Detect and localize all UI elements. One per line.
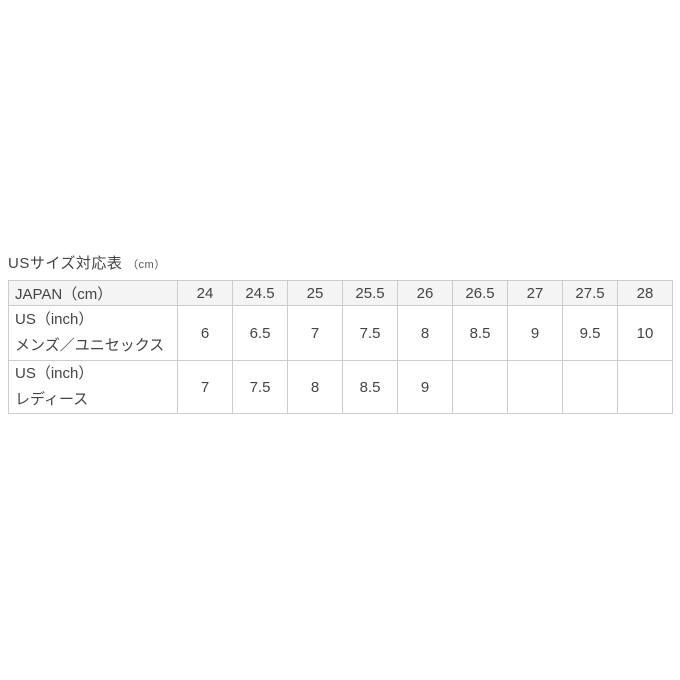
cell-ladies-27-5 [562, 360, 618, 414]
table-row-us-ladies: US（inch） レディース 7 7.5 8 8.5 9 [8, 360, 673, 414]
size-chart-section: USサイズ対応表 （cm） JAPAN（cm） 24 24.5 25 25.5 … [8, 255, 673, 414]
row-label-mens-unisex: メンズ／ユニセックス [15, 337, 165, 354]
cell-mens-26-5: 8.5 [452, 305, 508, 361]
row-label-us-inch: US（inch） [15, 365, 94, 382]
cell-mens-26: 8 [397, 305, 453, 361]
row-label-ladies: レディース [15, 391, 89, 408]
cell-mens-28: 10 [617, 305, 673, 361]
header-size-24: 24 [177, 280, 233, 306]
row-label-us-mens-unisex: US（inch） メンズ／ユニセックス [8, 305, 178, 361]
header-size-24-5: 24.5 [232, 280, 288, 306]
header-size-25-5: 25.5 [342, 280, 398, 306]
header-japan-cm: JAPAN（cm） [8, 280, 178, 306]
size-chart-title-text: USサイズ対応表 [8, 255, 123, 272]
cell-ladies-24: 7 [177, 360, 233, 414]
cell-ladies-25-5: 8.5 [342, 360, 398, 414]
header-size-26-5: 26.5 [452, 280, 508, 306]
size-chart-title: USサイズ対応表 （cm） [8, 255, 673, 274]
table-row-us-mens-unisex: US（inch） メンズ／ユニセックス 6 6.5 7 7.5 8 8.5 9 … [8, 305, 673, 361]
cell-ladies-28 [617, 360, 673, 414]
cell-ladies-24-5: 7.5 [232, 360, 288, 414]
row-label-us-inch: US（inch） [15, 311, 94, 328]
cell-ladies-27 [507, 360, 563, 414]
header-size-25: 25 [287, 280, 343, 306]
size-chart-title-unit: （cm） [127, 259, 166, 271]
cell-mens-27-5: 9.5 [562, 305, 618, 361]
cell-mens-24: 6 [177, 305, 233, 361]
cell-ladies-26-5 [452, 360, 508, 414]
header-size-27: 27 [507, 280, 563, 306]
header-size-27-5: 27.5 [562, 280, 618, 306]
size-conversion-table: JAPAN（cm） 24 24.5 25 25.5 26 26.5 27 27.… [8, 280, 673, 414]
cell-mens-27: 9 [507, 305, 563, 361]
cell-mens-24-5: 6.5 [232, 305, 288, 361]
cell-ladies-26: 9 [397, 360, 453, 414]
table-header-row: JAPAN（cm） 24 24.5 25 25.5 26 26.5 27 27.… [8, 280, 673, 306]
header-size-26: 26 [397, 280, 453, 306]
cell-ladies-25: 8 [287, 360, 343, 414]
cell-mens-25-5: 7.5 [342, 305, 398, 361]
header-size-28: 28 [617, 280, 673, 306]
cell-mens-25: 7 [287, 305, 343, 361]
row-label-us-ladies: US（inch） レディース [8, 360, 178, 414]
